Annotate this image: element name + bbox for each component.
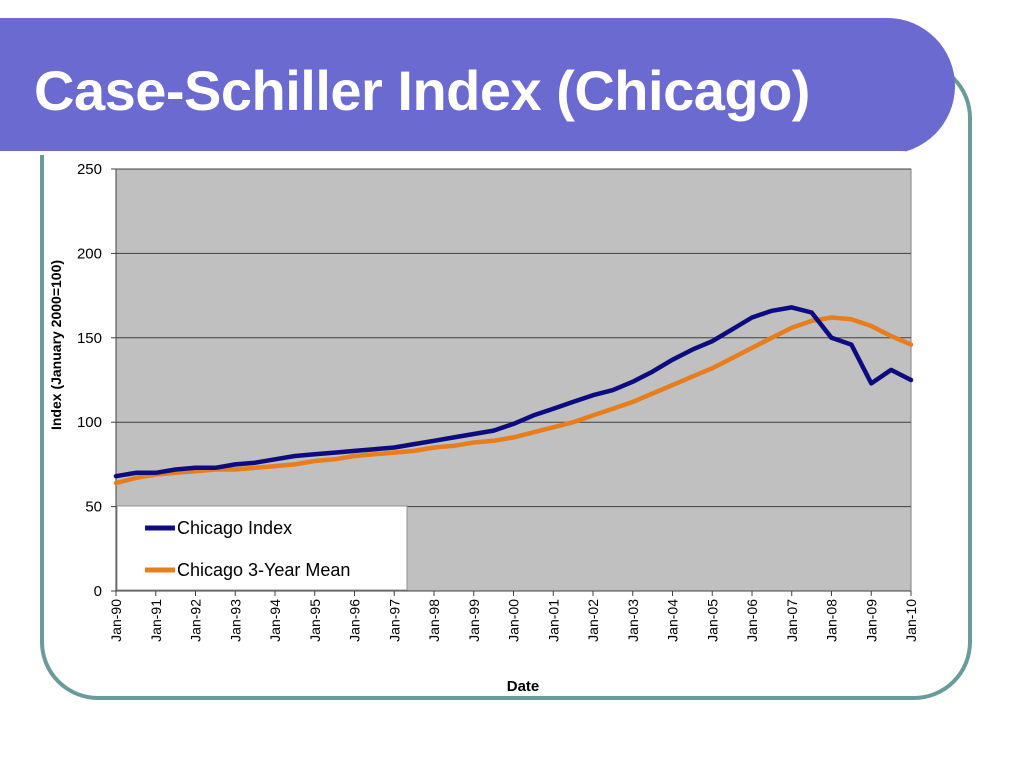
- x-axis-title: Date: [507, 678, 540, 695]
- x-tick-label: Jan-02: [585, 599, 601, 642]
- x-tick-label: Jan-03: [625, 599, 641, 642]
- x-tick-label: Jan-98: [426, 599, 442, 642]
- x-tick-label: Jan-92: [188, 599, 204, 642]
- x-tick-label: Jan-93: [227, 599, 243, 642]
- x-tick-label: Jan-10: [903, 599, 919, 642]
- x-tick-label: Jan-06: [744, 599, 760, 642]
- y-axis: 0 50 100 150 200 250: [77, 161, 117, 600]
- x-tick-label: Jan-07: [784, 599, 800, 642]
- y-axis-title: Index (January 2000=100): [48, 260, 64, 430]
- x-tick-label: Jan-00: [506, 599, 522, 642]
- y-tick-label: 100: [77, 414, 102, 431]
- series-line-chicago-3-year-mean: [113, 315, 914, 486]
- x-tick-label: Jan-94: [267, 599, 283, 642]
- x-tick-label: Jan-97: [386, 599, 402, 642]
- title-underline: [0, 151, 905, 155]
- title-bar: Case-Schiller Index (Chicago): [0, 18, 955, 155]
- series-lines: [113, 305, 914, 486]
- y-tick-label: 250: [77, 161, 102, 178]
- x-tick-label: Jan-91: [148, 599, 164, 642]
- x-tick-label: Jan-08: [824, 599, 840, 642]
- series-line-chicago-index: [113, 305, 914, 479]
- x-axis: Jan-90 Jan-91 Jan-92 Jan-93 Jan-94 Jan-95 Jan-…: [108, 590, 919, 642]
- legend-label-chicago-index: Chicago Index: [177, 518, 292, 538]
- legend-box: [116, 505, 408, 591]
- x-tick-label: Jan-01: [545, 599, 561, 642]
- x-tick-label: Jan-96: [347, 599, 363, 642]
- legend-label-chicago-3-year-mean: Chicago 3-Year Mean: [177, 560, 350, 580]
- x-tick-label: Jan-95: [307, 599, 323, 642]
- y-tick-label: 50: [85, 499, 102, 516]
- slide-title: Case-Schiller Index (Chicago): [34, 59, 810, 122]
- x-tick-label: Jan-05: [704, 599, 720, 642]
- legend: Chicago Index Chicago 3-Year Mean: [116, 505, 408, 591]
- x-tick-label: Jan-99: [466, 599, 482, 642]
- y-tick-label: 200: [77, 245, 102, 262]
- y-tick-label: 150: [77, 330, 102, 347]
- x-tick-label: Jan-04: [665, 599, 681, 642]
- x-tick-label: Jan-90: [108, 599, 124, 642]
- x-tick-label: Jan-09: [863, 599, 879, 642]
- y-tick-label: 0: [94, 583, 102, 600]
